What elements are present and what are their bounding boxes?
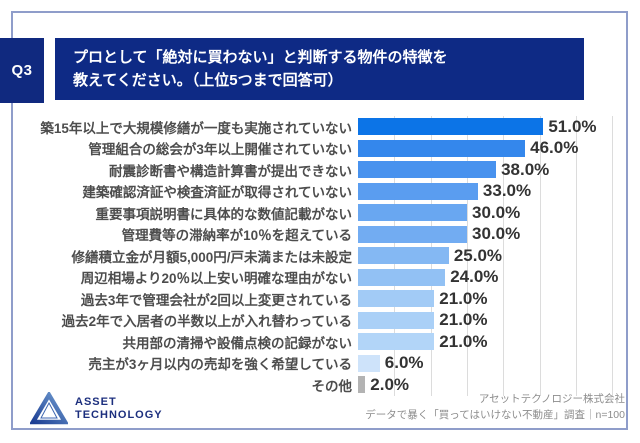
bar-track: 21.0% [358, 288, 616, 308]
bar [358, 311, 435, 329]
question-banner: プロとして「絶対に買わない」と判断する物件の特徴を 教えてください。（上位5つま… [55, 38, 584, 100]
bar [358, 182, 478, 200]
bar-category-label: 築15年以上で大規模修繕が一度も実施されていない [40, 120, 352, 136]
bar-track: 21.0% [358, 310, 616, 330]
bar [358, 376, 366, 394]
bar [358, 354, 380, 372]
bar-row: その他 2.0% [24, 374, 618, 396]
bar-category-label: 管理組合の総会が3年以上開催されていない [88, 142, 352, 158]
bar-row: 修繕積立金が月額5,000円/戸未満または未設定 25.0% [24, 245, 618, 267]
bar [358, 161, 497, 179]
bar [358, 290, 435, 308]
bar-track: 21.0% [358, 331, 616, 351]
bar-category-label: 管理費等の滞納率が10％を超えている [121, 228, 352, 244]
bar [358, 333, 435, 351]
bar-track: 6.0% [358, 353, 616, 373]
bar-value-label: 46.0% [530, 138, 579, 158]
bar-category-label: 売主が3ヶ月以内の売却を強く希望している [88, 357, 352, 373]
bar-category-label: 共用部の清掃や設備点検の記録がない [122, 335, 353, 351]
bar-rows: 築15年以上で大規模修繕が一度も実施されていない 51.0% 管理組合の総会が3年以… [24, 116, 618, 396]
bar-track: 25.0% [358, 245, 616, 265]
bar-value-label: 30.0% [472, 224, 521, 244]
bar-track: 30.0% [358, 202, 616, 222]
bar-track: 33.0% [358, 181, 616, 201]
source-company: アセットテクノロジー株式会社 [478, 393, 625, 405]
bar-row: 管理費等の滞納率が10％を超えている 30.0% [24, 224, 618, 246]
bar-category-label: 耐震診断書や構造計算書が提出できない [109, 163, 352, 179]
bar-category-label: その他 [311, 378, 353, 394]
bar-row: 耐震診断書や構造計算書が提出できない 38.0% [24, 159, 618, 181]
bar [358, 225, 467, 243]
bar-track: 51.0% [358, 116, 616, 136]
bar-value-label: 25.0% [453, 245, 503, 265]
bar-value-label: 24.0% [450, 267, 499, 287]
bar-value-label: 38.0% [501, 159, 550, 179]
bar-row: 過去2年で入居者の半数以上が入れ替わっている 21.0% [24, 310, 618, 332]
bar-category-label: 修繕積立金が月額5,000円/戸未満または未設定 [71, 249, 352, 265]
bar-value-label: 51.0% [548, 116, 597, 136]
bar-category-label: 周辺相場より20％以上安い明確な理由がない [80, 271, 352, 287]
bar-track: 38.0% [358, 159, 616, 179]
bar-value-label: 30.0% [472, 202, 521, 222]
bar-row: 管理組合の総会が3年以上開催されていない 46.0% [24, 138, 618, 160]
bar [358, 247, 449, 265]
bar-category-label: 重要事項説明書に具体的な数値記載がない [95, 206, 353, 222]
bar [358, 139, 526, 157]
logo-wordmark: ASSET TECHNOLOGY [75, 396, 163, 421]
bar [358, 118, 544, 136]
bar-value-label: 2.0% [370, 374, 410, 394]
bar-track: 2.0% [358, 374, 616, 394]
question-number-badge: Q3 [0, 38, 44, 103]
source-survey: データで暴く「買ってはいけない不動産」調査｜n=100 [365, 409, 625, 422]
source-attribution: アセットテクノロジー株式会社 データで暴く「買ってはいけない不動産」調査｜n=1… [365, 391, 625, 424]
question-number-label: Q3 [11, 62, 33, 79]
bar-track: 30.0% [358, 224, 616, 244]
company-logo: ASSET TECHNOLOGY [30, 392, 163, 425]
bar-category-label: 建築確認済証や検査済証が取得されていない [82, 185, 352, 201]
bar-value-label: 21.0% [439, 288, 488, 308]
bar-row: 周辺相場より20％以上安い明確な理由がない 24.0% [24, 267, 618, 289]
bar [358, 268, 446, 286]
bar-row: 築15年以上で大規模修繕が一度も実施されていない 51.0% [24, 116, 618, 138]
bar-row: 共用部の清掃や設備点検の記録がない 21.0% [24, 331, 618, 353]
bar-row: 建築確認済証や検査済証が取得されていない 33.0% [24, 181, 618, 203]
triangle-logo-icon [30, 392, 68, 425]
bar-value-label: 6.0% [384, 353, 424, 373]
bar [358, 204, 467, 222]
bar-row: 売主が3ヶ月以内の売却を強く希望している 6.0% [24, 353, 618, 375]
bar-row: 重要事項説明書に具体的な数値記載がない 30.0% [24, 202, 618, 224]
bar-category-label: 過去2年で入居者の半数以上が入れ替わっている [61, 314, 352, 330]
bar-value-label: 21.0% [439, 331, 488, 351]
bar-chart: 築15年以上で大規模修繕が一度も実施されていない 51.0% 管理組合の総会が3年以… [24, 116, 618, 396]
logo-text-line2: TECHNOLOGY [75, 408, 163, 421]
question-title-line1: プロとして「絶対に買わない」と判断する物件の特徴を [73, 48, 448, 66]
question-title-line2: 教えてください。（上位5つまで回答可） [73, 72, 343, 89]
bar-row: 過去3年で管理会社が2回以上変更されている 21.0% [24, 288, 618, 310]
bar-track: 24.0% [358, 267, 616, 287]
bar-value-label: 21.0% [439, 310, 488, 330]
bar-value-label: 33.0% [482, 181, 532, 201]
logo-text-line1: ASSET [75, 395, 117, 408]
bar-track: 46.0% [358, 138, 616, 158]
bar-category-label: 過去3年で管理会社が2回以上変更されている [80, 292, 352, 308]
